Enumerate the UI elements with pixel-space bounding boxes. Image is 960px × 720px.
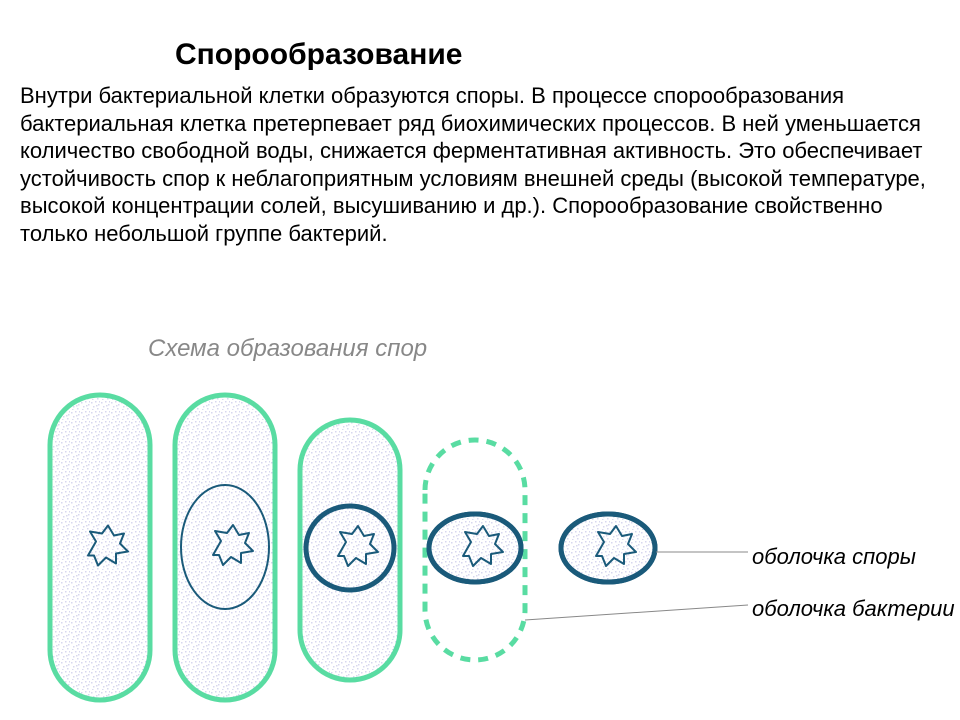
label-bacteria-shell: оболочка бактерии — [752, 596, 955, 622]
leader-line — [525, 605, 748, 620]
cell-stage-1 — [50, 395, 150, 700]
label-spore-shell: оболочка споры — [752, 544, 916, 570]
cell-stage-2 — [175, 395, 275, 700]
bacteria-membrane — [300, 420, 400, 680]
bacteria-membrane — [175, 395, 275, 700]
cell-stage-5 — [561, 514, 655, 582]
cell-stage-3 — [300, 420, 400, 680]
bacteria-membrane — [50, 395, 150, 700]
cell-stage-4 — [425, 440, 525, 660]
